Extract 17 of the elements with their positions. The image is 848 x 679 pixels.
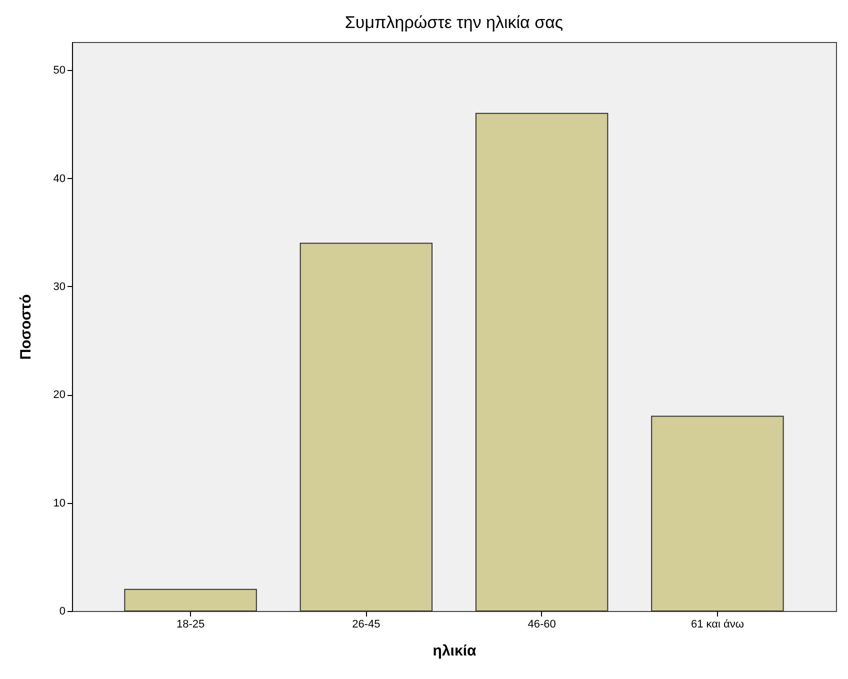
y-tick-label: 40 [53, 172, 66, 185]
bar [651, 416, 784, 612]
bar [300, 242, 433, 612]
y-axis-title: Ποσοστό [17, 294, 34, 360]
y-tick-label: 30 [53, 280, 66, 293]
x-tick-label: 46-60 [528, 618, 556, 630]
y-tick-label: 0 [59, 606, 66, 618]
y-tick-label: 10 [53, 497, 66, 510]
x-tick-label: 26-45 [352, 618, 380, 630]
bar [475, 112, 608, 612]
bar [124, 588, 257, 612]
y-tick-label: 50 [53, 64, 66, 77]
x-tick-label: 61 και άνω [690, 618, 744, 630]
x-tick-label: 18-25 [176, 618, 205, 630]
x-axis-title: ηλικία [432, 642, 477, 660]
y-tick-label: 20 [53, 389, 66, 402]
chart-title: Συμπληρώστε την ηλικία σας [344, 13, 564, 32]
